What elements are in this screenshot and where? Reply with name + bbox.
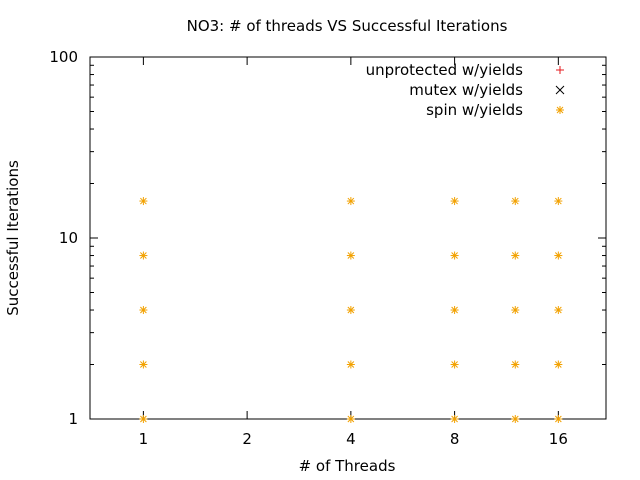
data-point	[511, 415, 520, 423]
data-point	[346, 306, 355, 315]
marker-stroke	[556, 106, 564, 114]
marker-stroke	[451, 415, 458, 423]
legend-label: spin w/yields	[426, 101, 523, 119]
data-point	[346, 415, 355, 423]
y-axis-label: Successful Iterations	[4, 160, 22, 316]
marker-stroke	[554, 361, 562, 368]
y-tick-label: 10	[59, 229, 78, 247]
marker-stroke	[140, 252, 147, 259]
data-point	[346, 360, 355, 369]
marker-stroke	[554, 415, 562, 423]
y-tick-label: 100	[49, 48, 78, 66]
legend-marker	[556, 66, 564, 74]
marker-stroke	[347, 361, 355, 368]
data-point	[554, 360, 563, 369]
marker-stroke	[511, 361, 519, 368]
marker-stroke	[554, 197, 562, 205]
marker-stroke	[347, 197, 355, 205]
legend-marker	[556, 106, 564, 114]
legend-label: mutex w/yields	[409, 81, 523, 99]
data-point	[139, 360, 148, 369]
legend-marker	[555, 85, 565, 95]
data-point	[346, 197, 355, 206]
x-axis-label: # of Threads	[299, 457, 396, 475]
data-point	[139, 306, 148, 315]
data-point	[346, 251, 355, 260]
data-point	[554, 197, 563, 206]
x-tick-label: 1	[139, 430, 149, 448]
x-tick-label: 2	[242, 430, 252, 448]
marker-stroke	[347, 306, 355, 314]
data-point	[511, 306, 520, 315]
x-tick-label: 8	[450, 430, 460, 448]
x-tick-label: 4	[346, 430, 356, 448]
data-point	[450, 197, 459, 206]
y-tick-label: 1	[68, 410, 78, 428]
marker-stroke	[511, 252, 519, 259]
data-point	[139, 197, 148, 206]
marker-stroke	[140, 306, 147, 314]
marker-stroke	[140, 415, 147, 423]
marker-stroke	[140, 197, 147, 205]
marker-stroke	[347, 252, 355, 259]
legend-label: unprotected w/yields	[366, 61, 524, 79]
data-point	[139, 251, 148, 260]
data-point	[554, 415, 563, 423]
marker-stroke	[451, 197, 458, 205]
marker-stroke	[554, 252, 562, 259]
marker-stroke	[555, 85, 565, 95]
data-point	[450, 415, 459, 423]
marker-stroke	[451, 361, 458, 368]
marker-stroke	[511, 306, 519, 314]
data-point	[554, 251, 563, 260]
marker-stroke	[554, 306, 562, 314]
marker-stroke	[511, 197, 519, 205]
data-point	[450, 251, 459, 260]
marker-stroke	[140, 361, 147, 368]
chart-title: NO3: # of threads VS Successful Iteratio…	[187, 17, 508, 35]
marker-stroke	[451, 252, 458, 259]
data-point	[554, 306, 563, 315]
legend: unprotected w/yields mutex w/yields spin w…	[366, 61, 565, 119]
data-points	[139, 197, 563, 423]
data-point	[450, 360, 459, 369]
marker-stroke	[451, 306, 458, 314]
axis-ticks: 1 2 4 8 16 1 10 100	[49, 48, 606, 448]
marker-stroke	[347, 415, 355, 423]
marker-stroke	[511, 415, 519, 423]
data-point	[139, 415, 148, 423]
data-point	[511, 251, 520, 260]
data-point	[450, 306, 459, 315]
data-point	[511, 360, 520, 369]
x-tick-label: 16	[549, 430, 568, 448]
data-point	[511, 197, 520, 206]
